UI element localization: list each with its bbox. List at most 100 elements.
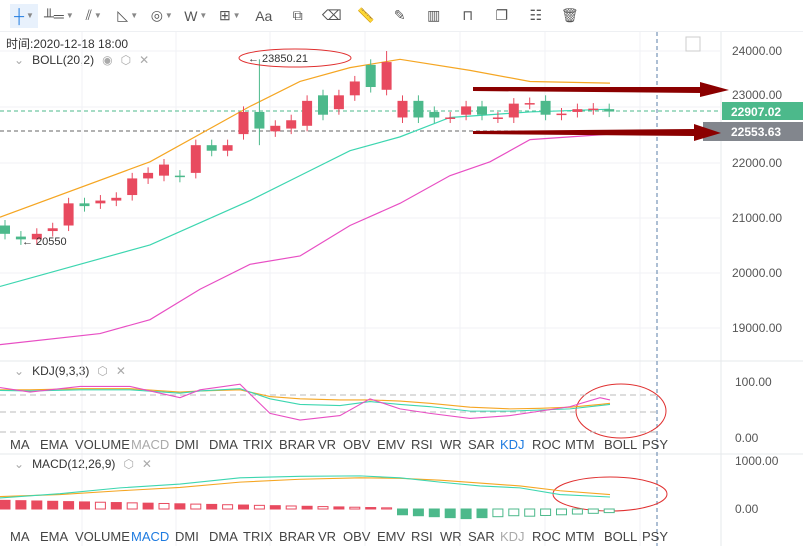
dropdown-arrow-icon[interactable]: ▼ — [65, 11, 74, 20]
crosshair-tool[interactable]: ┼ ▼ — [10, 3, 38, 28]
time-text: 时间:2020-12-18 18:00 — [6, 37, 129, 51]
ruler-tool[interactable]: 📏 — [352, 4, 380, 28]
indicator-tab-trix[interactable]: TRIX — [243, 529, 273, 544]
dropdown-arrow-icon[interactable]: ▼ — [199, 11, 208, 20]
close-icon[interactable]: ✕ — [115, 364, 126, 378]
candle-body — [143, 172, 154, 179]
wave-pattern-tool[interactable]: W ▼ — [182, 4, 210, 28]
lock-icon: ⊓ — [462, 7, 474, 23]
indicator-tab-mtm[interactable]: MTM — [565, 437, 595, 452]
indicator-tab-roc[interactable]: ROC — [532, 529, 561, 544]
text-tool[interactable]: Aa — [250, 4, 278, 28]
settings-icon[interactable]: ⬡ — [120, 53, 132, 67]
macd-histogram-bar — [492, 508, 504, 518]
parallel-lines-tool[interactable]: ⫽ ▼ — [80, 4, 108, 28]
indicator-tab-roc[interactable]: ROC — [532, 437, 561, 452]
price-axis-label: 19000.00 — [732, 321, 782, 335]
indicator-tab-dmi[interactable]: DMI — [175, 529, 199, 544]
macd-histogram-bar — [15, 500, 27, 510]
eye-icon[interactable]: ◉ — [102, 53, 113, 67]
candle-body — [588, 108, 599, 111]
settings-tool[interactable]: ☷ — [522, 4, 550, 28]
horizontal-ray-tool[interactable]: ╨═ ▼ — [44, 4, 74, 28]
indicator-tab-vr[interactable]: VR — [318, 529, 337, 544]
indicator-tab-boll[interactable]: BOLL — [604, 437, 638, 452]
indicator-tab-kdj[interactable]: KDJ — [500, 529, 525, 544]
indicator-tab-sar[interactable]: SAR — [468, 529, 495, 544]
macd-histogram-bar — [365, 507, 377, 510]
indicator-tab-macd[interactable]: MACD — [131, 437, 170, 452]
indicator-tab-ma[interactable]: MA — [10, 437, 30, 452]
indicator-tab-wr[interactable]: WR — [440, 529, 462, 544]
candle-body — [318, 95, 328, 115]
candle-body — [461, 106, 472, 115]
close-icon[interactable]: ✕ — [139, 53, 150, 67]
indicator-tab-ma[interactable]: MA — [10, 529, 30, 544]
indicator-tab-volume[interactable]: VOLUME — [75, 437, 130, 452]
pencil-tool[interactable]: ✎ — [386, 4, 414, 28]
indicator-tab-vr[interactable]: VR — [318, 437, 337, 452]
settings-icon[interactable]: ⬡ — [97, 364, 108, 378]
indicator-tab-brar[interactable]: BRAR — [279, 437, 316, 452]
collapse-icon[interactable]: ⌄ — [14, 364, 25, 378]
candle-body — [413, 100, 424, 118]
candle-body — [254, 111, 265, 129]
macd-histogram-bar — [333, 506, 345, 510]
dropdown-arrow-icon[interactable]: ▼ — [164, 11, 173, 20]
candles-tool[interactable]: ▥ — [420, 4, 448, 28]
dropdown-arrow-icon[interactable]: ▼ — [26, 11, 34, 20]
candle-body — [206, 145, 217, 151]
indicator-tab-brar[interactable]: BRAR — [279, 529, 316, 544]
indicator-tab-rsi[interactable]: RSI — [411, 437, 433, 452]
indicator-tab-psy[interactable]: PSY — [642, 437, 669, 452]
ruler-icon: 📏 — [357, 7, 375, 23]
indicator-tab-dma[interactable]: DMA — [209, 437, 238, 452]
indicator-tab-mtm[interactable]: MTM — [565, 529, 595, 544]
macd-histogram-bar — [269, 505, 281, 510]
indicator-tab-ema[interactable]: EMA — [40, 437, 69, 452]
indicator-tabs-kdj: MA EMA VOLUME MACD DMI DMA TRIX BRAR VR OBV EMV RSI… — [0, 437, 700, 453]
candle-body — [238, 111, 249, 135]
indicator-tab-ema[interactable]: EMA — [40, 529, 69, 544]
indicator-tab-sar[interactable]: SAR — [468, 437, 495, 452]
indicator-tab-dmi[interactable]: DMI — [175, 437, 199, 452]
macd-histogram-bar — [571, 508, 583, 515]
indicator-tab-boll[interactable]: BOLL — [604, 529, 638, 544]
annotation-ellipse — [238, 48, 352, 68]
indicator-tab-obv[interactable]: OBV — [343, 437, 371, 452]
indicator-tab-trix[interactable]: TRIX — [243, 437, 273, 452]
indicator-tab-rsi[interactable]: RSI — [411, 529, 433, 544]
indicator-tab-psy[interactable]: PSY — [642, 529, 669, 544]
lock-tool[interactable]: ⊓ — [454, 4, 482, 28]
angle-tool[interactable]: ◺ ▼ — [114, 4, 142, 28]
dropdown-arrow-icon[interactable]: ▼ — [130, 11, 139, 20]
indicator-tab-volume[interactable]: VOLUME — [75, 529, 130, 544]
magnet-tool[interactable]: ⧉ — [284, 4, 312, 28]
kdj-header: ⌄ KDJ(9,3,3) ⬡ ✕ — [14, 364, 126, 378]
macd-histogram-bar — [253, 504, 265, 510]
dropdown-arrow-icon[interactable]: ▼ — [93, 11, 102, 20]
trash-tool[interactable]: 🗑 — [556, 4, 584, 28]
indicator-tab-dma[interactable]: DMA — [209, 529, 238, 544]
wave-pattern-icon: W — [184, 7, 198, 24]
dropdown-arrow-icon[interactable]: ▼ — [232, 11, 241, 20]
macd-histogram-bar — [428, 508, 440, 518]
indicator-tab-obv[interactable]: OBV — [343, 529, 371, 544]
fibonacci-spiral-tool[interactable]: ◎ ▼ — [148, 4, 176, 28]
macd-histogram-bar — [142, 502, 154, 510]
macd-histogram-bar — [460, 508, 472, 520]
indicator-tab-kdj[interactable]: KDJ — [500, 437, 525, 452]
settings-icon[interactable]: ⬡ — [123, 457, 134, 471]
indicator-tab-macd[interactable]: MACD — [131, 529, 170, 544]
boll-upper-line — [0, 58, 611, 218]
indicator-tab-emv[interactable]: EMV — [377, 437, 406, 452]
indicator-tab-emv[interactable]: EMV — [377, 529, 406, 544]
indicator-tab-wr[interactable]: WR — [440, 437, 462, 452]
trash-icon: 🗑 — [560, 7, 579, 23]
close-icon[interactable]: ✕ — [141, 457, 152, 471]
eraser-tool[interactable]: ⌫ — [318, 4, 346, 28]
collapse-icon[interactable]: ⌄ — [14, 53, 25, 67]
copy-tool[interactable]: ❐ — [488, 4, 516, 28]
collapse-icon[interactable]: ⌄ — [14, 457, 25, 471]
measure-box-tool[interactable]: ⊞ ▼ — [216, 4, 244, 28]
